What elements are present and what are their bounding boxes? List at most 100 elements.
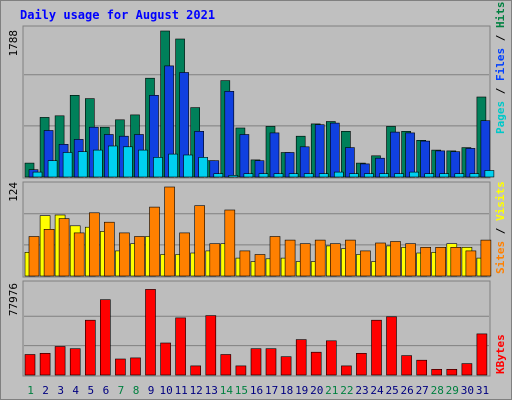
bar-files-day-22 <box>345 147 355 178</box>
bar-sites-day-19 <box>299 243 311 277</box>
bar-kbytes-day-21 <box>325 340 337 376</box>
bar-kbytes-day-27 <box>416 359 428 376</box>
bar-kbytes-day-19 <box>295 339 307 376</box>
bar-sites-day-15 <box>239 250 251 277</box>
bar-pages-day-6 <box>108 145 118 178</box>
bar-sites-day-10 <box>164 186 175 277</box>
bar-pages-day-8 <box>138 149 148 178</box>
panel-1-legend: Pages / Files / Hits <box>494 2 507 135</box>
bar-kbytes-day-17 <box>265 348 277 376</box>
bar-kbytes-day-12 <box>190 365 201 376</box>
bar-pages-day-27 <box>424 173 435 178</box>
bar-pages-day-5 <box>93 149 103 178</box>
bar-kbytes-day-23 <box>356 352 367 376</box>
bar-sites-day-29 <box>450 247 462 277</box>
day-label-6: 6 <box>103 384 110 397</box>
bar-pages-day-22 <box>349 173 359 178</box>
day-label-23: 23 <box>355 384 368 397</box>
day-label-27: 27 <box>416 384 429 397</box>
bar-kbytes-day-5 <box>85 319 96 376</box>
bar-files-day-20 <box>314 124 325 178</box>
bar-sites-day-25 <box>390 241 401 277</box>
day-labels: 1 2 3 4 5 6 7 8 9 10 11 12 13 14 15 16 17 18 19 20 21 22 23 24 2… <box>27 384 489 397</box>
bar-kbytes-day-29 <box>446 368 458 376</box>
chart-title: Daily usage for August 2021 <box>20 8 215 22</box>
bar-sites-day-22 <box>345 239 356 277</box>
bar-pages-day-7 <box>123 146 133 178</box>
bar-pages-day-30 <box>469 173 480 178</box>
bar-files-day-30 <box>465 148 476 178</box>
legend-separator: / <box>494 81 507 101</box>
bar-sites-day-6 <box>104 221 115 277</box>
bar-sites-day-21 <box>329 243 341 277</box>
bar-files-day-21 <box>329 122 340 178</box>
bar-pages-day-31 <box>484 170 495 178</box>
bar-sites-day-27 <box>420 247 432 277</box>
bar-pages-day-13 <box>213 173 224 178</box>
day-label-20: 20 <box>310 384 323 397</box>
bar-sites-day-5 <box>89 212 100 277</box>
bar-sites-day-17 <box>269 236 281 277</box>
bar-kbytes-day-8 <box>130 357 141 376</box>
bar-pages-day-14 <box>228 175 239 178</box>
bar-kbytes-day-6 <box>100 299 111 376</box>
day-label-19: 19 <box>295 384 308 397</box>
bar-pages-day-4 <box>77 151 88 178</box>
bar-sites-day-16 <box>254 254 266 277</box>
bar-kbytes-day-14 <box>220 354 232 376</box>
bar-files-day-28 <box>435 150 446 178</box>
day-label-28: 28 <box>431 384 444 397</box>
day-label-1: 1 <box>27 384 34 397</box>
bar-pages-day-24 <box>379 173 389 178</box>
bars-layer <box>24 30 495 376</box>
bar-pages-day-17 <box>273 173 284 178</box>
bar-sites-day-1 <box>28 236 40 277</box>
legend-pages: Pages <box>494 101 507 134</box>
day-label-10: 10 <box>159 384 172 397</box>
bar-sites-day-9 <box>149 206 160 277</box>
bar-pages-day-25 <box>394 173 404 178</box>
bar-pages-day-11 <box>183 154 193 178</box>
day-label-7: 7 <box>118 384 125 397</box>
bar-pages-day-29 <box>454 173 465 178</box>
day-label-30: 30 <box>461 384 474 397</box>
bar-files-day-31 <box>480 120 491 178</box>
bar-files-day-25 <box>390 131 400 178</box>
bar-pages-day-16 <box>258 173 269 178</box>
bar-files-day-19 <box>299 146 310 178</box>
bar-kbytes-day-28 <box>431 368 443 376</box>
bar-pages-day-2 <box>47 160 58 178</box>
day-label-4: 4 <box>72 384 79 397</box>
bar-pages-day-18 <box>288 173 299 178</box>
bar-sites-day-30 <box>465 250 477 277</box>
day-label-8: 8 <box>133 384 140 397</box>
bar-kbytes-day-9 <box>145 289 156 376</box>
bar-kbytes-day-1 <box>24 354 36 376</box>
bar-kbytes-day-10 <box>160 342 171 376</box>
bar-pages-day-10 <box>168 153 178 178</box>
bar-files-day-15 <box>239 134 250 178</box>
bar-kbytes-day-18 <box>280 356 292 376</box>
bar-kbytes-day-7 <box>115 358 126 376</box>
legend-layer: Pages / Files / Hits Sites / Visits KBytes <box>494 2 507 375</box>
bar-kbytes-day-26 <box>401 355 412 376</box>
bar-sites-day-13 <box>209 243 221 277</box>
day-label-2: 2 <box>42 384 49 397</box>
bar-kbytes-day-15 <box>235 365 247 376</box>
day-label-14: 14 <box>220 384 234 397</box>
bar-sites-day-14 <box>224 209 236 277</box>
bar-sites-day-2 <box>43 229 55 277</box>
day-label-11: 11 <box>175 384 188 397</box>
day-label-22: 22 <box>340 384 353 397</box>
bar-sites-day-28 <box>435 247 447 277</box>
bar-sites-day-24 <box>375 242 386 277</box>
bar-kbytes-day-24 <box>371 319 382 376</box>
bar-sites-day-12 <box>194 205 205 277</box>
day-label-15: 15 <box>235 384 248 397</box>
bar-sites-day-11 <box>179 232 190 277</box>
bar-pages-day-9 <box>153 157 163 178</box>
bar-pages-day-28 <box>439 173 450 178</box>
bar-kbytes-day-4 <box>69 348 81 376</box>
bar-files-day-14 <box>224 91 235 178</box>
bar-pages-day-19 <box>303 173 314 178</box>
